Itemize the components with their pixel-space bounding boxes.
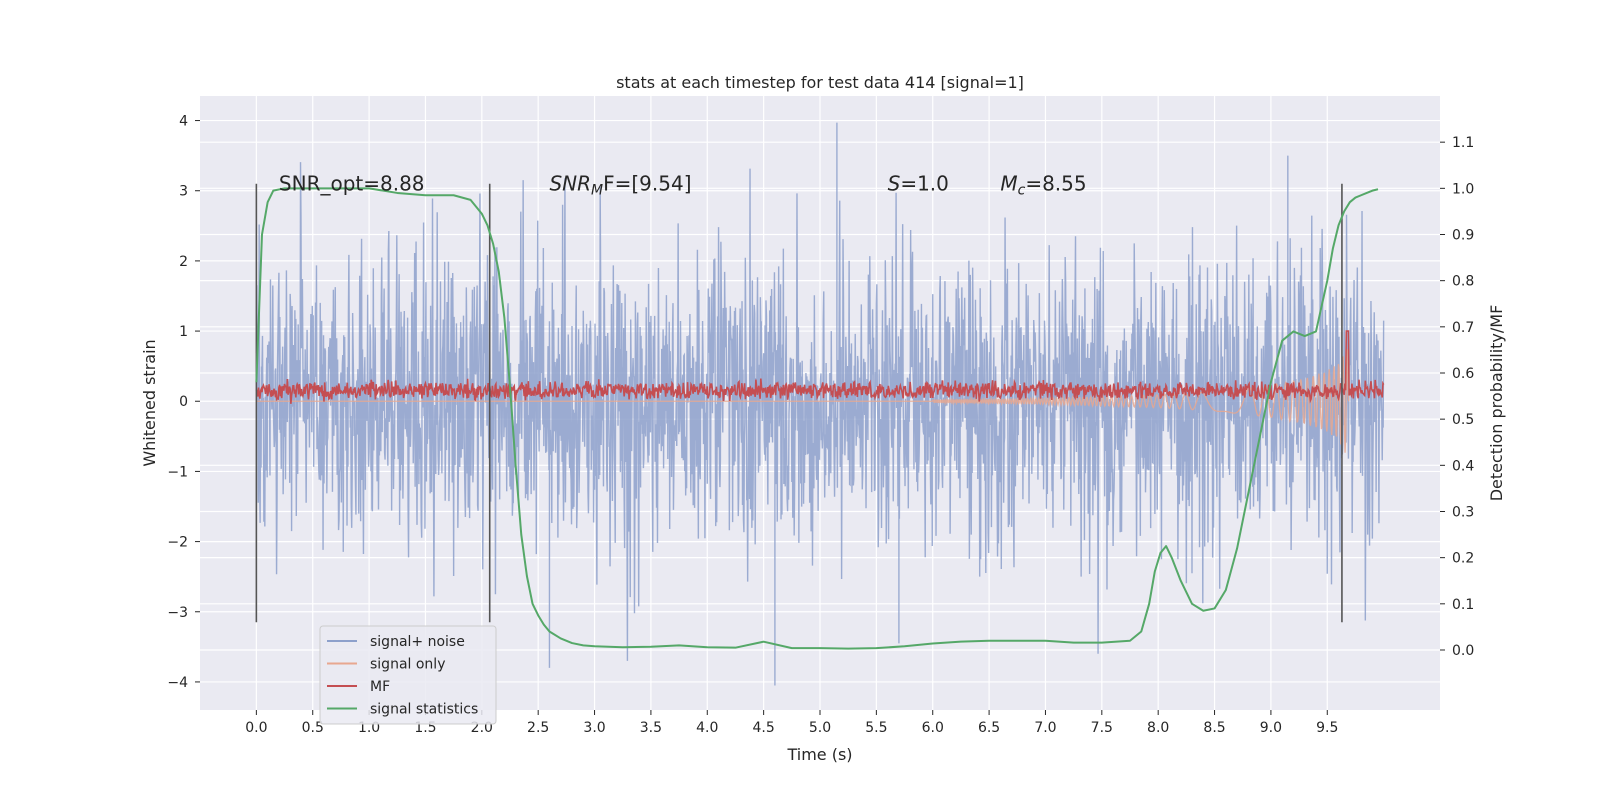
x-tick-label: 8.5 xyxy=(1203,720,1225,736)
y-right-tick-label: 0.2 xyxy=(1452,551,1474,567)
x-tick-label: 9.0 xyxy=(1260,720,1282,736)
y-axis-label: Whitened strain xyxy=(140,339,159,466)
legend-frame xyxy=(319,625,497,725)
y-tick-label: 3 xyxy=(179,184,188,200)
mf-series xyxy=(255,330,1385,404)
annotations: SNR_opt=8.88 SNRMF=[9.54] S=1.0 Mc=8.55 xyxy=(279,172,1087,199)
signal-statistics-series xyxy=(255,187,1379,650)
x-axis-label: Time (s) xyxy=(786,745,852,764)
x-tick-label: 7.0 xyxy=(1034,720,1056,736)
y-tick-label: 0 xyxy=(179,394,188,410)
y-right-axis-label: Detection probability/MF xyxy=(1487,305,1506,502)
x-tick-label: 5.5 xyxy=(865,720,887,736)
x-tick-label: 6.5 xyxy=(978,720,1000,736)
annotation-3: S=1.0 xyxy=(888,172,949,196)
y-axis-ticks: 4 3 2 1 0 −1 −2 −3 −4 xyxy=(167,114,200,691)
y-right-axis-ticks: 1.1 1.0 0.9 0.8 0.7 0.6 0.5 0.4 0.3 0.2 0.1 0.0 xyxy=(1440,135,1474,659)
x-tick-label: 6.0 xyxy=(922,720,944,736)
y-tick-label: −2 xyxy=(167,535,188,551)
legend-label: signal only xyxy=(370,657,445,673)
y-tick-label: 2 xyxy=(179,254,188,270)
signal-plus-noise-series xyxy=(255,122,1385,686)
x-tick-label: 2.5 xyxy=(527,720,549,736)
y-right-tick-label: 0.4 xyxy=(1452,458,1474,474)
annotation-4: Mc=8.55 xyxy=(1000,172,1086,199)
y-tick-label: 4 xyxy=(179,114,188,130)
y-right-tick-label: 0.7 xyxy=(1452,320,1474,336)
signal-only-series xyxy=(256,349,1350,453)
y-right-tick-label: 0.6 xyxy=(1452,366,1474,382)
legend-label: signal statistics xyxy=(370,702,478,718)
y-tick-label: −3 xyxy=(167,605,188,621)
y-tick-label: −1 xyxy=(167,464,188,480)
y-right-tick-label: 0.8 xyxy=(1452,274,1474,290)
y-right-tick-label: 0.3 xyxy=(1452,504,1474,520)
chart-title: stats at each timestep for test data 414… xyxy=(616,73,1024,92)
y-right-tick-label: 0.5 xyxy=(1452,412,1474,428)
legend: signal+ noise signal only MF signal statist… xyxy=(319,625,497,725)
y-tick-label: 1 xyxy=(179,324,188,340)
x-tick-label: 7.5 xyxy=(1091,720,1113,736)
y-right-tick-label: 1.0 xyxy=(1452,181,1474,197)
vertical-markers xyxy=(255,183,1343,623)
y-right-tick-label: 0.1 xyxy=(1452,597,1474,613)
x-tick-label: 0.5 xyxy=(302,720,324,736)
mf-line xyxy=(255,330,1385,404)
x-tick-label: 3.0 xyxy=(583,720,605,736)
x-tick-label: 9.5 xyxy=(1316,720,1338,736)
x-tick-label: 8.0 xyxy=(1147,720,1169,736)
x-tick-label: 4.0 xyxy=(696,720,718,736)
y-right-tick-label: 0.9 xyxy=(1452,227,1474,243)
x-tick-label: 0.0 xyxy=(245,720,267,736)
signal-only-line xyxy=(256,349,1350,453)
signal-plus-noise-line xyxy=(255,122,1385,686)
annotation-1: SNR_opt=8.88 xyxy=(279,172,425,196)
x-tick-label: 3.5 xyxy=(640,720,662,736)
x-tick-label: 4.5 xyxy=(753,720,775,736)
x-tick-label: 5.0 xyxy=(809,720,831,736)
y-right-tick-label: 1.1 xyxy=(1452,135,1474,151)
signal-statistics-line xyxy=(255,187,1379,650)
y-right-tick-label: 0.0 xyxy=(1452,643,1474,659)
annotation-2: SNRMF=[9.54] xyxy=(549,172,691,199)
legend-label: MF xyxy=(370,679,390,695)
legend-label: signal+ noise xyxy=(370,634,465,650)
y-tick-label: −4 xyxy=(167,675,188,691)
